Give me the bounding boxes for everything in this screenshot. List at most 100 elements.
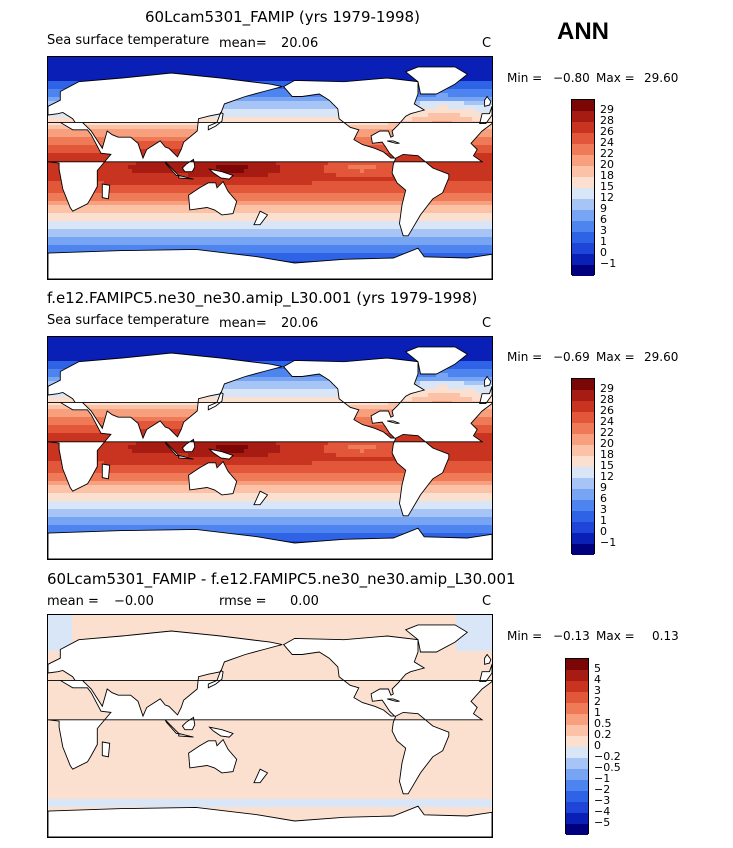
colorbar-tick-label: 1 [600, 514, 607, 527]
colorbar-swatch [572, 100, 594, 111]
panel3-mean-value: −0.00 [114, 594, 154, 609]
season-label: ANN [557, 18, 609, 45]
colorbar-swatch [572, 401, 594, 412]
colorbar-tick-label: 26 [600, 404, 614, 417]
colorbar-2 [571, 378, 595, 555]
colorbar-tick-label: 28 [600, 114, 614, 127]
colorbar-swatch [572, 155, 594, 166]
panel2-variable: Sea surface temperature [47, 313, 210, 328]
colorbar-tick-label: −1 [600, 536, 617, 549]
panel3-rmse-value: 0.00 [290, 594, 319, 609]
colorbar-swatch [572, 544, 594, 555]
panel3-rmse-label: rmse = [219, 594, 267, 609]
colorbar-swatch [572, 434, 594, 445]
colorbar-swatch [572, 221, 594, 232]
panel3-min-value: −0.13 [553, 629, 590, 643]
colorbar-tick-label: 15 [600, 459, 614, 472]
colorbar-swatch [572, 445, 594, 456]
colorbar-tick-label: 24 [600, 136, 614, 149]
colorbar-swatch [566, 725, 588, 736]
colorbar-tick-label: 6 [600, 213, 607, 226]
colorbar-swatch [572, 478, 594, 489]
colorbar-tick-label: −2 [594, 783, 611, 796]
colorbar-tick-label: 12 [600, 191, 614, 204]
colorbar-tick-label: 9 [600, 481, 607, 494]
colorbar-swatch [566, 703, 588, 714]
colorbar-tick-label: 5 [594, 662, 601, 675]
colorbar-tick-label: 0.5 [594, 717, 612, 730]
colorbar-tick-label: −0.2 [594, 750, 621, 763]
colorbar-swatch [572, 232, 594, 243]
colorbar-swatch [572, 166, 594, 177]
panel3-max-value: 0.13 [652, 629, 679, 643]
sst-map-2 [48, 337, 492, 559]
colorbar-swatch [572, 489, 594, 500]
colorbar-swatch [572, 133, 594, 144]
colorbar-tick-label: 9 [600, 202, 607, 215]
colorbar-swatch [566, 791, 588, 802]
colorbar-swatch [566, 769, 588, 780]
colorbar-tick-label: −3 [594, 794, 611, 807]
colorbar-swatch [566, 692, 588, 703]
colorbar-swatch [572, 379, 594, 390]
colorbar-tick-label: −1 [594, 772, 611, 785]
colorbar-swatch [566, 747, 588, 758]
colorbar-swatch [572, 144, 594, 155]
colorbar-swatch [572, 265, 594, 276]
colorbar-swatch [572, 412, 594, 423]
panel3-max-label: Max = [596, 629, 635, 643]
colorbar-swatch [566, 780, 588, 791]
colorbar-tick-label: 24 [600, 415, 614, 428]
colorbar-tick-label: 0 [594, 739, 601, 752]
colorbar-swatch [572, 467, 594, 478]
panel1-units: C [482, 36, 492, 51]
map-panel-2 [47, 336, 493, 560]
colorbar-tick-label: 18 [600, 448, 614, 461]
colorbar-tick-label: 1 [600, 235, 607, 248]
colorbar-swatch [572, 254, 594, 265]
colorbar-tick-label: 29 [600, 103, 614, 116]
colorbar-swatch [572, 500, 594, 511]
colorbar-tick-label: 28 [600, 393, 614, 406]
colorbar-swatch [572, 390, 594, 401]
colorbar-tick-label: 3 [594, 684, 601, 697]
continent-outlines [48, 624, 492, 837]
colorbar-swatch [566, 758, 588, 769]
colorbar-swatch [566, 670, 588, 681]
panel1-title: 60Lcam5301_FAMIP (yrs 1979-1998) [145, 8, 420, 26]
colorbar-tick-label: 20 [600, 158, 614, 171]
continent-outlines [48, 346, 492, 559]
colorbar-swatch [572, 533, 594, 544]
colorbar-tick-label: 22 [600, 426, 614, 439]
colorbar-swatch [572, 511, 594, 522]
panel1-max-label: Max = [596, 71, 635, 85]
panel1-min-value: −0.80 [553, 71, 590, 85]
panel2-max-label: Max = [596, 350, 635, 364]
colorbar-tick-label: −0.5 [594, 761, 621, 774]
colorbar-tick-label: 1 [594, 706, 601, 719]
colorbar-swatch [566, 824, 588, 835]
panel1-mean-label: mean= [219, 36, 267, 51]
colorbar-tick-label: −5 [594, 816, 611, 829]
sst-map-1 [48, 57, 492, 279]
colorbar-1 [571, 99, 595, 276]
panel3-min-label: Min = [507, 629, 543, 643]
panel2-min-label: Min = [507, 350, 543, 364]
panel1-variable: Sea surface temperature [47, 33, 210, 48]
colorbar-tick-label: −4 [594, 805, 611, 818]
difference-map [48, 615, 492, 837]
colorbar-swatch [572, 243, 594, 254]
colorbar-swatch [566, 802, 588, 813]
colorbar-swatch [572, 177, 594, 188]
colorbar-swatch [566, 736, 588, 747]
colorbar-swatch [572, 456, 594, 467]
colorbar-swatch [572, 199, 594, 210]
colorbar-3 [565, 658, 589, 835]
colorbar-tick-label: 18 [600, 169, 614, 182]
colorbar-swatch [566, 659, 588, 670]
colorbar-swatch [572, 111, 594, 122]
colorbar-tick-label: 29 [600, 382, 614, 395]
colorbar-swatch [572, 188, 594, 199]
panel3-title: 60Lcam5301_FAMIP - f.e12.FAMIPC5.ne30_ne… [47, 570, 516, 588]
panel2-units: C [482, 316, 492, 331]
